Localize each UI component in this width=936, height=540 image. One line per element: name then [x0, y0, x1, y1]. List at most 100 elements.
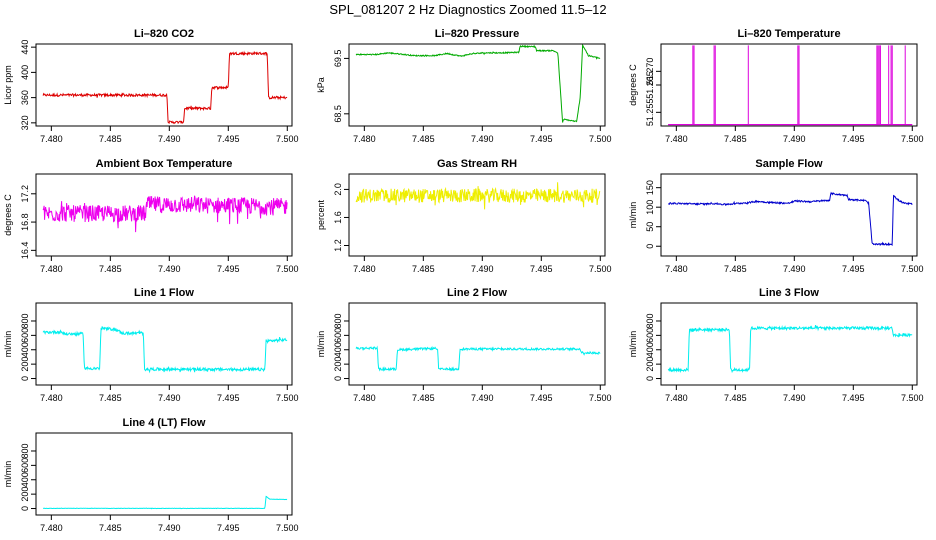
x-tick-label: 7.480: [665, 393, 688, 403]
chart-title: Li–820 Temperature: [737, 28, 840, 40]
y-tick-label: 400: [20, 472, 30, 487]
x-tick-label: 7.495: [530, 134, 553, 144]
y-tick-label: 16.8: [20, 213, 30, 231]
x-tick-label: 7.480: [665, 134, 688, 144]
x-tick-label: 7.480: [40, 523, 63, 533]
x-tick-label: 7.490: [471, 264, 494, 274]
y-tick-label: 400: [645, 342, 655, 357]
plot-area: [355, 182, 601, 210]
y-tick-label: 400: [20, 65, 30, 80]
series-line: [355, 182, 601, 210]
y-axis-label: degrees C: [3, 194, 13, 236]
y-axis-label: ml/min: [3, 331, 13, 358]
x-tick-label: 7.500: [276, 393, 299, 403]
y-axis-label: Licor ppm: [3, 65, 13, 105]
x-tick-label: 7.485: [724, 134, 747, 144]
x-tick-label: 7.480: [353, 393, 376, 403]
series-line: [42, 326, 288, 374]
chart-title: Line 4 (LT) Flow: [123, 417, 206, 429]
y-tick-label: 51.270: [645, 58, 655, 86]
x-tick-label: 7.485: [99, 523, 122, 533]
x-tick-label: 7.495: [530, 264, 553, 274]
x-tick-label: 7.495: [217, 134, 240, 144]
series-line: [668, 191, 913, 247]
y-tick-label: 600: [333, 328, 343, 343]
y-tick-label: 2.0: [333, 183, 343, 196]
y-tick-label: 0: [20, 506, 30, 511]
plot-area: [667, 324, 913, 374]
plot-area: [42, 50, 288, 125]
y-tick-label: 69.5: [333, 50, 343, 68]
series-line: [355, 345, 601, 372]
plot-frame: [35, 43, 293, 127]
y-tick-label: 200: [20, 487, 30, 502]
y-tick-label: 360: [20, 90, 30, 105]
x-tick-label: 7.480: [353, 264, 376, 274]
plot-frame: [348, 302, 606, 386]
y-tick-label: 0: [645, 244, 655, 249]
y-axis-label: percent: [316, 199, 326, 230]
x-tick-label: 7.480: [40, 134, 63, 144]
chart-title: Li–820 Pressure: [435, 28, 519, 40]
y-axis-label: kPa: [316, 77, 326, 93]
y-tick-label: 150: [645, 180, 655, 195]
chart-title: Gas Stream RH: [437, 158, 517, 170]
y-tick-label: 1.6: [333, 211, 343, 224]
x-tick-label: 7.480: [40, 264, 63, 274]
chart-panel-3: Li–820 Temperature 7.480 7.485 7.490 7.495 7.…: [628, 28, 924, 144]
x-tick-label: 7.500: [276, 264, 299, 274]
x-tick-label: 7.500: [276, 523, 299, 533]
x-tick-label: 7.485: [412, 393, 435, 403]
x-tick-label: 7.485: [412, 264, 435, 274]
x-tick-label: 7.485: [724, 264, 747, 274]
y-tick-label: 800: [333, 313, 343, 328]
series-line: [42, 50, 288, 125]
x-tick-label: 7.480: [40, 393, 63, 403]
plot-area: [355, 44, 601, 123]
x-tick-label: 7.480: [665, 264, 688, 274]
x-tick-label: 7.495: [217, 264, 240, 274]
x-tick-label: 7.495: [530, 393, 553, 403]
y-tick-label: 0: [333, 376, 343, 381]
y-tick-label: 400: [20, 342, 30, 357]
x-tick-label: 7.490: [783, 264, 806, 274]
x-tick-label: 7.485: [99, 393, 122, 403]
x-tick-label: 7.490: [471, 134, 494, 144]
y-tick-label: 17.2: [20, 185, 30, 203]
x-tick-label: 7.495: [217, 393, 240, 403]
plot-area: [42, 195, 288, 233]
series-line: [355, 44, 601, 123]
plot-area: [668, 45, 913, 126]
y-axis-label: ml/min: [3, 461, 13, 488]
y-tick-label: 68.5: [333, 105, 343, 123]
x-tick-label: 7.485: [412, 134, 435, 144]
plot-frame: [35, 302, 293, 386]
plot-frame: [660, 302, 918, 386]
x-tick-label: 7.490: [783, 134, 806, 144]
x-tick-label: 7.495: [217, 523, 240, 533]
plot-frame: [348, 173, 606, 257]
x-tick-label: 7.500: [589, 264, 612, 274]
y-tick-label: 16.4: [20, 242, 30, 260]
y-tick-label: 600: [20, 458, 30, 473]
y-axis-label: ml/min: [628, 331, 638, 358]
y-tick-label: 200: [333, 357, 343, 372]
page-title: SPL_081207 2 Hz Diagnostics Zoomed 11.5–…: [329, 2, 607, 17]
x-tick-label: 7.490: [158, 264, 181, 274]
x-tick-label: 7.500: [901, 393, 924, 403]
chart-panel-10: Line 4 (LT) Flow 7.480 7.485 7.490 7.495 7.50…: [3, 417, 299, 533]
y-tick-label: 800: [20, 443, 30, 458]
x-tick-label: 7.500: [901, 134, 924, 144]
chart-panel-8: Line 2 Flow 7.480 7.485 7.490 7.495 7.500 0 200…: [316, 287, 612, 403]
y-axis-label: ml/min: [628, 202, 638, 229]
y-tick-label: 50: [645, 222, 655, 232]
chart-title: Line 3 Flow: [759, 287, 819, 299]
y-tick-label: 400: [333, 342, 343, 357]
chart-panel-4: Ambient Box Temperature 7.480 7.485 7.490 7.…: [3, 158, 299, 274]
y-tick-label: 200: [20, 357, 30, 372]
plot-frame: [660, 173, 918, 257]
y-tick-label: 800: [645, 313, 655, 328]
plot-frame: [35, 173, 293, 257]
y-tick-label: 600: [20, 328, 30, 343]
